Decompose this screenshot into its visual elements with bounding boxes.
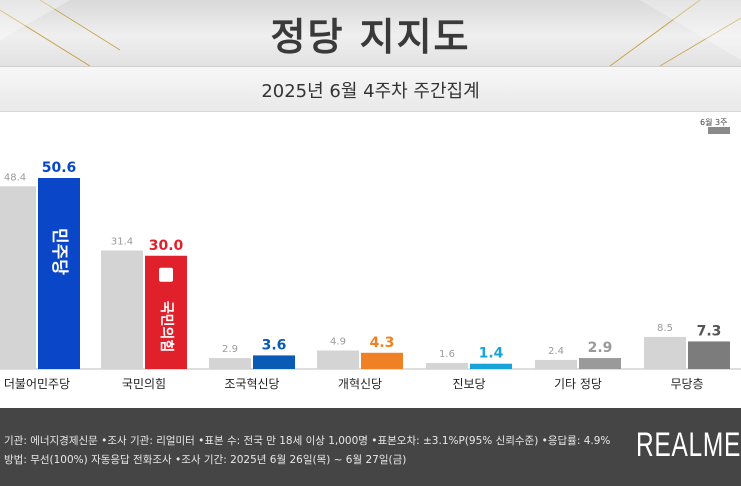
header: 정당 지지도 [0,0,741,66]
data-label-current-week: 4.3 [370,335,395,351]
x-tick-label: 국민의힘 [122,377,166,391]
party-support-bar-chart: 48.4 50.6 더불어민주당 31.4 30.0 국민의힘 2.9 3.6 조국혁신당 4.9… [0,160,741,391]
x-tick-label: 기타 정당 [554,377,602,391]
bar-prev-week [209,358,251,369]
data-label-prev-week: 31.4 [111,236,133,247]
data-label-current-week: 1.4 [479,346,504,362]
subtitle-bar: 2025년 6월 4주차 주간집계 [0,66,741,112]
democratic-party-logo-text: 민주당 [49,228,69,275]
page-title: 정당 지지도 [270,15,471,59]
data-label-current-week: 50.6 [42,160,77,176]
data-label-current-week: 30.0 [149,238,184,254]
bar-prev-week [426,362,468,369]
ppp-logo-text: 국민의힘 [158,301,175,353]
bar-prev-week [644,336,686,369]
data-label-prev-week: 8.5 [657,323,673,334]
data-label-prev-week: 2.9 [222,344,238,355]
data-label-prev-week: 1.6 [439,349,455,360]
bar-current-week [688,341,730,369]
bar-current-week [253,355,295,369]
bar-current-week [470,363,512,369]
header-decoration [0,0,741,66]
bar-current-week [579,358,621,369]
footer-survey-method: 방법: 무선(100%) 자동응답 전화조사 •조사 기간: 2025년 6월 … [4,454,407,466]
data-label-prev-week: 48.4 [4,172,26,183]
data-label-prev-week: 2.4 [548,346,564,357]
x-tick-label: 더불어민주당 [4,377,70,391]
legend-swatch-prev-week [708,127,730,134]
footer-survey-info: 기관: 에너지경제신문 •조사 기관: 리얼미터 •표본 수: 전국 만 18세… [4,435,611,447]
x-tick-label: 진보당 [452,377,485,391]
party-logo-icon [159,267,173,282]
data-label-current-week: 7.3 [697,323,722,339]
data-label-current-week: 3.6 [262,337,287,353]
x-tick-label: 조국혁신당 [224,377,279,391]
data-label-current-week: 2.9 [588,340,613,356]
x-tick-label: 무당층 [670,377,703,391]
page-subtitle: 2025년 6월 4주차 주간집계 [261,81,480,102]
bar-prev-week [317,350,359,369]
data-label-prev-week: 4.9 [330,337,346,348]
x-tick-label: 개혁신당 [338,377,382,391]
footer: 기관: 에너지경제신문 •조사 기관: 리얼미터 •표본 수: 전국 만 18세… [0,408,741,486]
bar-current-week [38,178,80,369]
legend-label-prev-week: 6월 3주 [700,118,728,127]
bar-prev-week [0,186,36,369]
bar-current-week [361,352,403,369]
bar-prev-week [101,250,143,369]
realmeter-logo: REALMET [636,426,741,464]
bar-prev-week [535,359,577,369]
